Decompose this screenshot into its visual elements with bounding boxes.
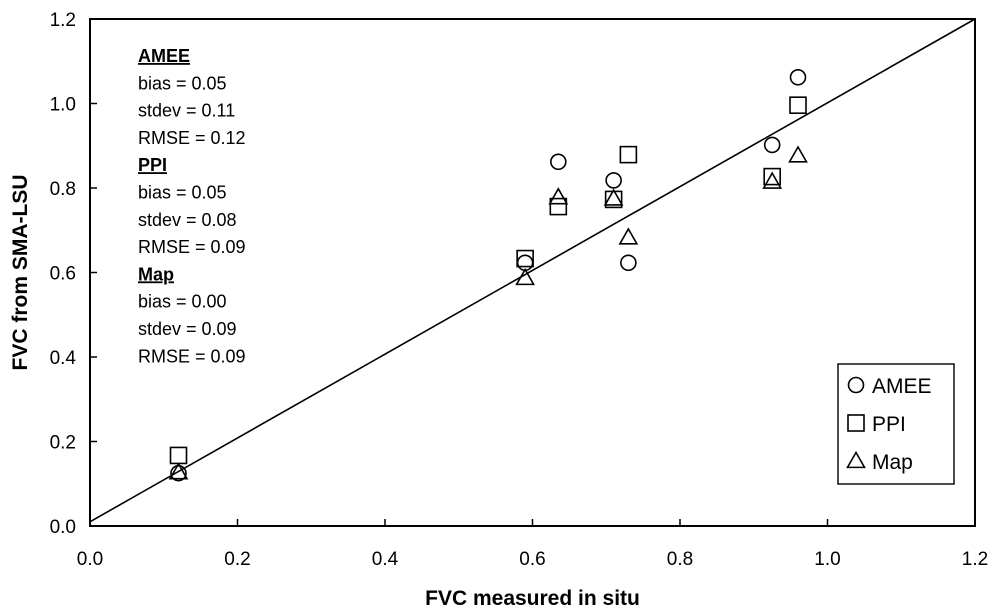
- point-amee: [550, 153, 567, 171]
- x-tick-label: 0.0: [77, 549, 103, 570]
- y-axis-title: FVC from SMA-LSU: [9, 175, 32, 371]
- point-amee: [763, 136, 781, 154]
- one-to-one-line: [89, 18, 976, 523]
- point-ppi: [549, 197, 568, 216]
- y-tick-label: 1.2: [50, 10, 76, 31]
- point-map: [168, 462, 189, 480]
- point-map: [603, 188, 624, 206]
- stats-annotation: AMEE bias = 0.05 stdev = 0.11 RMSE = 0.12 PP…: [138, 46, 246, 366]
- stats-line: bias = 0.05: [138, 183, 227, 203]
- point-ppi: [169, 446, 188, 465]
- point-map: [548, 187, 569, 205]
- stats-heading-amee: AMEE: [138, 46, 190, 66]
- y-tick-label: 0.4: [50, 348, 77, 369]
- reference-line-group: [89, 18, 976, 523]
- x-tick-label: 0.4: [372, 549, 399, 570]
- x-tick-label: 0.6: [519, 549, 545, 570]
- legend-marker-amee: [847, 376, 865, 394]
- stats-line: stdev = 0.09: [138, 319, 237, 339]
- y-tick-label: 1.0: [50, 95, 76, 116]
- x-tick-label: 0.8: [667, 549, 693, 570]
- point-amee: [620, 254, 637, 272]
- stats-line: stdev = 0.11: [138, 101, 235, 121]
- axis-ticks: 0.0 0.2 0.4 0.6 0.8 1.0 1.2 0.0 0.2 0.4 0.6 0.8 1.0 1…: [50, 10, 989, 570]
- legend-label-map: Map: [872, 451, 913, 474]
- legend-label-amee: AMEE: [872, 375, 932, 398]
- point-amee: [605, 172, 622, 189]
- legend-marker-ppi: [847, 414, 865, 432]
- point-amee: [789, 69, 807, 86]
- stats-line: bias = 0.05: [138, 73, 227, 93]
- stats-line: stdev = 0.08: [138, 210, 237, 230]
- legend-label-ppi: PPI: [872, 413, 906, 436]
- x-tick-label: 1.2: [962, 549, 988, 570]
- y-tick-label: 0.0: [50, 517, 76, 538]
- point-amee: [170, 464, 187, 482]
- stats-line: RMSE = 0.12: [138, 128, 246, 148]
- x-tick-label: 0.2: [224, 549, 250, 570]
- point-ppi: [516, 249, 534, 268]
- point-map: [618, 227, 639, 245]
- point-ppi: [619, 145, 638, 164]
- point-ppi: [789, 96, 807, 114]
- y-tick-label: 0.2: [50, 433, 76, 454]
- stats-heading-ppi: PPI: [138, 155, 167, 175]
- x-axis-title: FVC measured in situ: [425, 587, 640, 610]
- stats-line: RMSE = 0.09: [138, 237, 246, 257]
- legend-box: [837, 363, 955, 485]
- y-tick-label: 0.8: [50, 179, 76, 200]
- legend: AMEE PPI Map: [837, 363, 955, 485]
- stats-line: bias = 0.00: [138, 292, 227, 312]
- data-points: [168, 69, 808, 482]
- legend-marker-map: [846, 450, 866, 469]
- stats-heading-map: Map: [138, 264, 174, 284]
- point-map: [515, 267, 536, 286]
- y-tick-label: 0.6: [50, 264, 76, 285]
- stats-line: RMSE = 0.09: [138, 346, 246, 366]
- point-map: [762, 171, 783, 189]
- point-ppi: [763, 167, 781, 186]
- x-tick-label: 1.0: [814, 549, 840, 570]
- point-map: [788, 145, 808, 163]
